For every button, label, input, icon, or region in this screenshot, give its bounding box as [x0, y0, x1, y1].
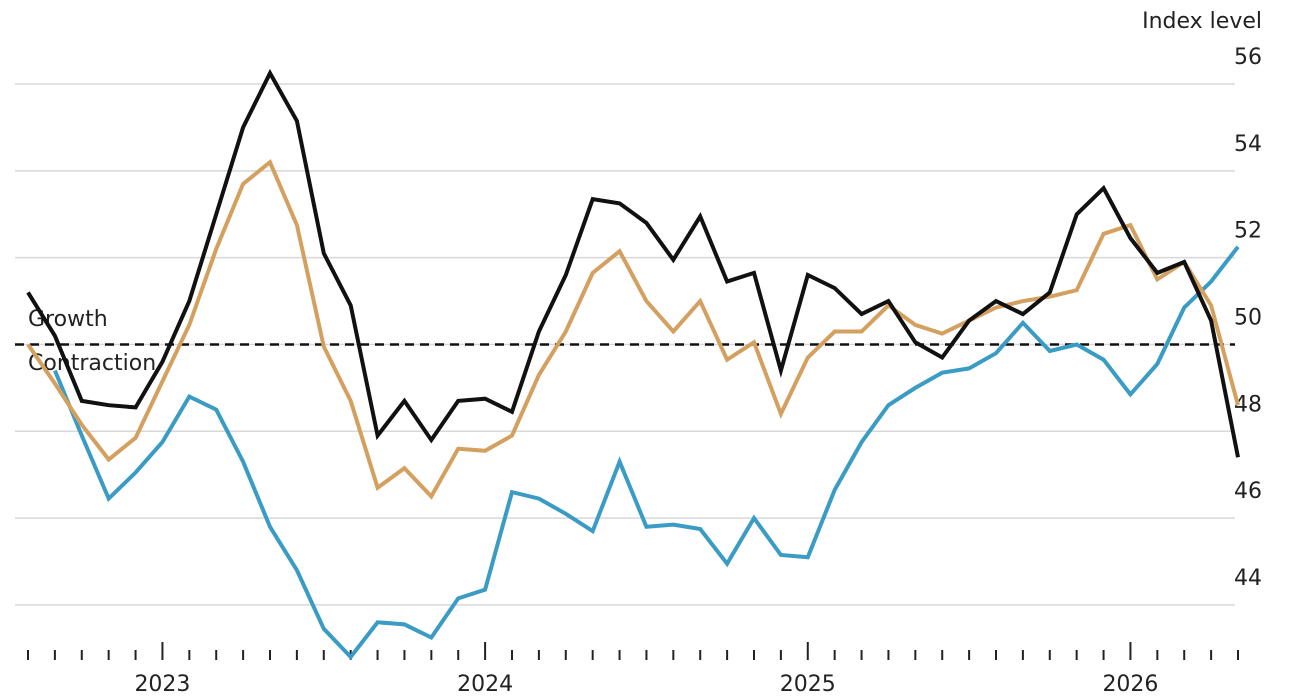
y-tick-label: 54	[1234, 132, 1262, 157]
y-tick-label: 44	[1234, 566, 1262, 591]
axis-label: Index level	[1142, 9, 1262, 34]
y-tick-label: 52	[1234, 219, 1262, 244]
y-tick-label: 46	[1234, 479, 1262, 504]
annotation: Contraction	[28, 351, 156, 376]
series-line	[26, 158, 1240, 500]
x-tick-label: 2023	[134, 672, 190, 697]
series-line	[53, 245, 1240, 661]
x-tick-label: 2024	[457, 672, 513, 697]
x-tick-label: 2026	[1102, 672, 1158, 697]
y-tick-label: 50	[1234, 305, 1262, 330]
series-line	[26, 68, 1240, 458]
x-tick-label: 2025	[780, 672, 836, 697]
y-tick-label: 56	[1234, 45, 1262, 70]
